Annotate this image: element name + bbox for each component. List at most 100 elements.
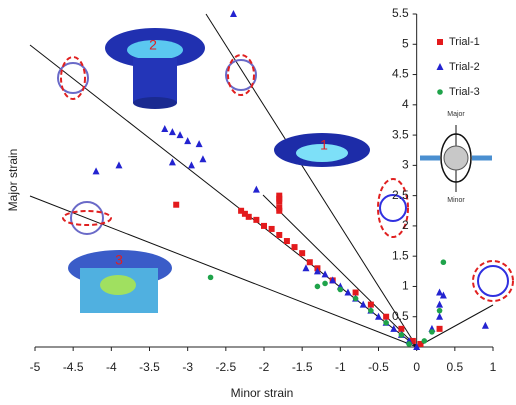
point — [276, 207, 283, 214]
point — [195, 140, 203, 148]
legend-marker — [436, 63, 444, 70]
point — [276, 195, 283, 202]
strain-circles — [57, 54, 514, 302]
y-tick-label: 3 — [402, 158, 409, 172]
annotation: Minor — [447, 197, 465, 204]
point — [409, 337, 416, 344]
point — [168, 128, 176, 136]
x-tick-label: 1 — [490, 360, 497, 374]
y-tick-label: 5 — [402, 36, 409, 50]
point — [291, 244, 298, 251]
x-tick-label: -0.5 — [368, 360, 389, 374]
point — [439, 291, 447, 299]
point — [383, 313, 390, 320]
point — [241, 210, 248, 217]
legend-label: Trial-2 — [449, 61, 480, 73]
point — [398, 325, 405, 332]
point — [321, 270, 329, 278]
point — [313, 267, 321, 275]
point — [92, 167, 100, 175]
point — [329, 276, 337, 284]
legend-label: Trial-3 — [449, 86, 480, 98]
y-axis-label: Major strain — [6, 149, 20, 212]
point — [176, 131, 184, 139]
x-tick-label: -4 — [106, 360, 117, 374]
x-tick-label: 0.5 — [446, 360, 463, 374]
point — [302, 264, 310, 272]
point — [299, 250, 306, 257]
point — [276, 198, 283, 205]
point — [417, 340, 424, 347]
point — [481, 321, 489, 329]
point — [352, 289, 359, 296]
point — [398, 332, 405, 338]
legend-marker — [437, 89, 443, 95]
point — [375, 312, 382, 320]
x-tick-label: -5 — [30, 360, 41, 374]
legend-label: Trial-1 — [449, 36, 480, 48]
cup-images — [68, 28, 370, 313]
y-tick-label: 5.5 — [392, 6, 409, 20]
point — [245, 213, 252, 220]
point — [322, 280, 328, 287]
point — [276, 231, 283, 238]
point — [238, 207, 245, 214]
y-tick-label: 1.5 — [392, 248, 409, 262]
point — [406, 341, 412, 347]
annotation: 3 — [115, 252, 123, 268]
point — [436, 325, 443, 332]
point — [115, 161, 123, 169]
point — [276, 204, 283, 211]
point — [268, 225, 275, 232]
point — [436, 300, 444, 308]
point — [276, 192, 283, 199]
point — [199, 155, 207, 163]
annotation: 2 — [149, 37, 157, 53]
legend-marker — [437, 39, 443, 45]
x-tick-label: -1.5 — [292, 360, 313, 374]
point — [436, 312, 444, 320]
point — [367, 301, 374, 308]
y-tick-label: 4 — [402, 97, 409, 111]
y-tick-label: 3.5 — [392, 127, 409, 141]
x-tick-label: -3.5 — [139, 360, 160, 374]
strain-diagram — [420, 125, 492, 192]
point — [314, 283, 321, 290]
y-tick-label: 4.5 — [392, 67, 409, 81]
x-tick-label: -2 — [259, 360, 270, 374]
point — [168, 158, 176, 166]
y-tick-label: 2.5 — [392, 188, 409, 202]
point — [161, 125, 169, 133]
point — [436, 307, 443, 314]
guide-lines — [29, 13, 494, 348]
point — [413, 343, 421, 350]
point — [421, 338, 428, 344]
point — [440, 259, 447, 266]
y-tick-label: 1 — [402, 279, 409, 293]
point — [337, 286, 344, 293]
x-tick-label: 0 — [413, 360, 420, 374]
point — [368, 307, 374, 314]
annotation: Major — [447, 111, 465, 118]
x-tick-label: -3 — [182, 360, 193, 374]
point — [173, 201, 180, 208]
point — [187, 161, 195, 169]
point — [436, 288, 444, 296]
point — [253, 216, 260, 223]
point — [184, 137, 192, 145]
point — [383, 319, 389, 326]
point — [306, 259, 313, 266]
point — [252, 185, 260, 193]
point — [352, 295, 359, 302]
point — [207, 274, 214, 281]
x-tick-label: -2.5 — [215, 360, 236, 374]
point — [261, 222, 267, 229]
x-tick-label: -1 — [335, 360, 346, 374]
point — [344, 288, 352, 296]
y-tick-label: 2 — [402, 218, 409, 232]
x-axis-label: Minor strain — [231, 386, 294, 400]
point — [390, 324, 398, 332]
x-tick-label: -4.5 — [63, 360, 84, 374]
point — [283, 238, 290, 245]
